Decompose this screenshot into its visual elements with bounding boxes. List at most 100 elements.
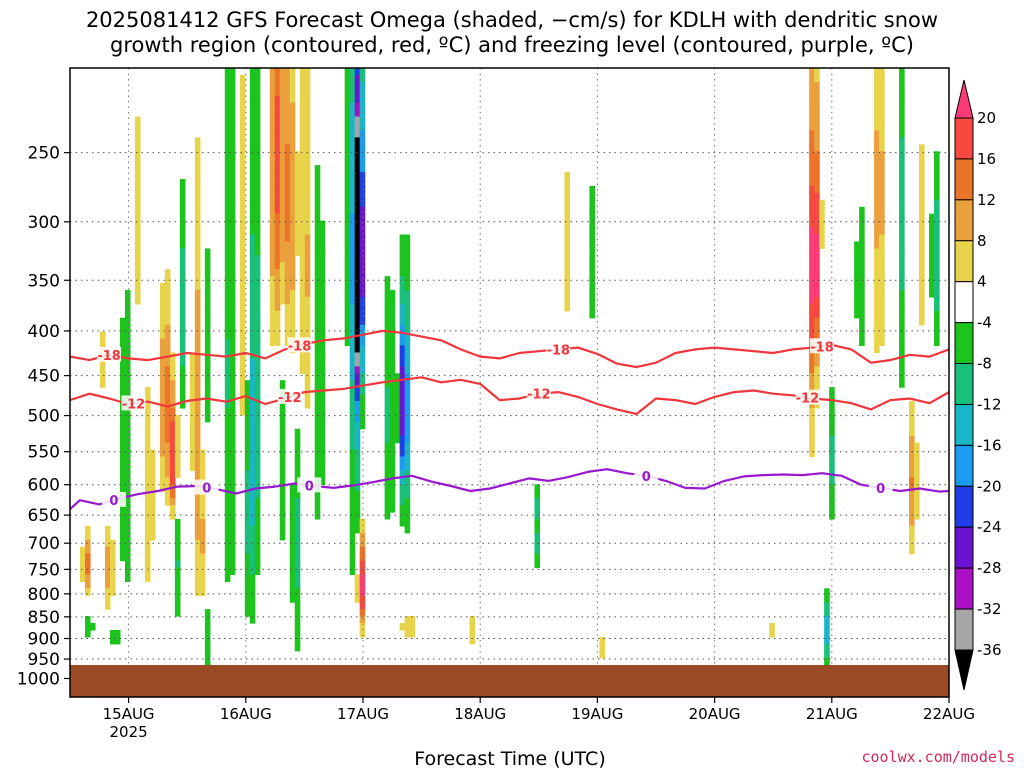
omega-cell: [164, 387, 171, 395]
omega-cell: [299, 88, 311, 97]
omega-cell: [344, 234, 351, 243]
omega-cell: [824, 609, 830, 617]
omega-cell: [914, 491, 920, 499]
omega-cell: [399, 394, 406, 402]
omega-cell: [314, 220, 326, 229]
omega-cell: [829, 456, 835, 465]
omega-cell: [404, 421, 411, 430]
omega-cell: [874, 234, 880, 243]
omega-cell: [349, 373, 356, 381]
omega-cell: [404, 498, 411, 506]
omega-cell: [269, 165, 276, 173]
omega-cell: [399, 310, 406, 319]
omega-cell: [349, 525, 361, 534]
omega-cell: [384, 338, 396, 347]
omega-cell: [344, 276, 351, 284]
omega-cell: [249, 192, 261, 201]
omega-cell: [169, 380, 176, 388]
omega-cell: [254, 449, 261, 458]
omega-cell: [934, 241, 940, 249]
omega-cell: [909, 442, 915, 451]
omega-cell: [239, 116, 246, 125]
omega-cell: [239, 137, 246, 145]
omega-cell: [399, 262, 411, 270]
omega-cell: [159, 394, 166, 402]
omega-cell: [819, 213, 825, 222]
omega-cell: [344, 185, 351, 194]
omega-cell: [269, 109, 276, 118]
omega-cell: [244, 532, 256, 541]
omega-cell: [279, 491, 286, 499]
omega-cell: [349, 463, 356, 471]
omega-cell: [179, 296, 186, 305]
omega-cell: [294, 574, 301, 582]
omega-cell: [824, 622, 830, 631]
omega-cell: [564, 296, 571, 305]
omega-cell: [134, 248, 141, 256]
omega-cell: [244, 574, 256, 582]
colorbar-segment: [954, 281, 974, 324]
y-tick-label: 900: [28, 630, 60, 650]
omega-cell: [314, 290, 326, 298]
omega-cell: [244, 505, 251, 513]
omega-cell: [874, 95, 885, 104]
omega-cell: [294, 532, 301, 541]
omega-cell: [919, 283, 925, 291]
omega-cell: [99, 331, 106, 340]
omega-cell: [349, 435, 356, 444]
omega-cell: [589, 192, 595, 201]
isotherm-minus18-line-label: -18: [288, 339, 312, 354]
omega-cell: [809, 255, 820, 263]
omega-cell: [294, 643, 301, 652]
omega-cell: [249, 220, 261, 229]
omega-cell: [359, 158, 366, 166]
omega-cell: [314, 345, 326, 354]
omega-cell: [134, 130, 141, 138]
omega-cell: [279, 421, 286, 430]
omega-cell: [179, 199, 186, 208]
omega-cell: [344, 68, 351, 76]
omega-cell: [809, 158, 820, 166]
omega-cell: [874, 345, 880, 354]
omega-cell: [899, 81, 905, 90]
omega-cell: [874, 68, 885, 76]
omega-cell: [854, 241, 865, 249]
omega-cell: [289, 165, 296, 173]
omega-cell: [269, 262, 276, 270]
omega-cell: [229, 338, 236, 347]
omega-cell: [354, 255, 361, 263]
omega-cell: [224, 484, 236, 492]
omega-cell: [84, 532, 91, 541]
omega-cell: [909, 511, 915, 520]
omega-cell: [824, 595, 830, 603]
omega-cell: [279, 179, 286, 187]
omega-cell: [174, 553, 181, 562]
omega-cell: [589, 296, 595, 305]
omega-cell: [564, 290, 571, 298]
omega-cell: [809, 206, 820, 215]
omega-cell: [349, 394, 356, 402]
omega-cell: [899, 331, 905, 340]
omega-cell: [314, 192, 321, 201]
omega-cell: [134, 151, 141, 159]
omega-cell: [199, 546, 206, 555]
omega-cell: [934, 276, 940, 284]
omega-cell: [224, 248, 236, 256]
omega-cell: [874, 102, 885, 111]
omega-cell: [194, 338, 201, 347]
omega-cell: [359, 324, 366, 333]
omega-cell: [254, 234, 261, 243]
omega-cell: [349, 255, 356, 263]
omega-cell: [159, 449, 171, 458]
omega-cell: [899, 165, 905, 173]
omega-cell: [919, 227, 925, 236]
omega-cell: [244, 491, 251, 499]
omega-cell: [194, 560, 206, 569]
omega-cell: [224, 435, 236, 444]
omega-cell: [829, 442, 835, 451]
omega-cell: [809, 449, 815, 458]
omega-cell: [284, 290, 291, 298]
omega-cell: [104, 574, 111, 582]
omega-cell: [384, 317, 396, 326]
omega-cell: [174, 463, 181, 471]
